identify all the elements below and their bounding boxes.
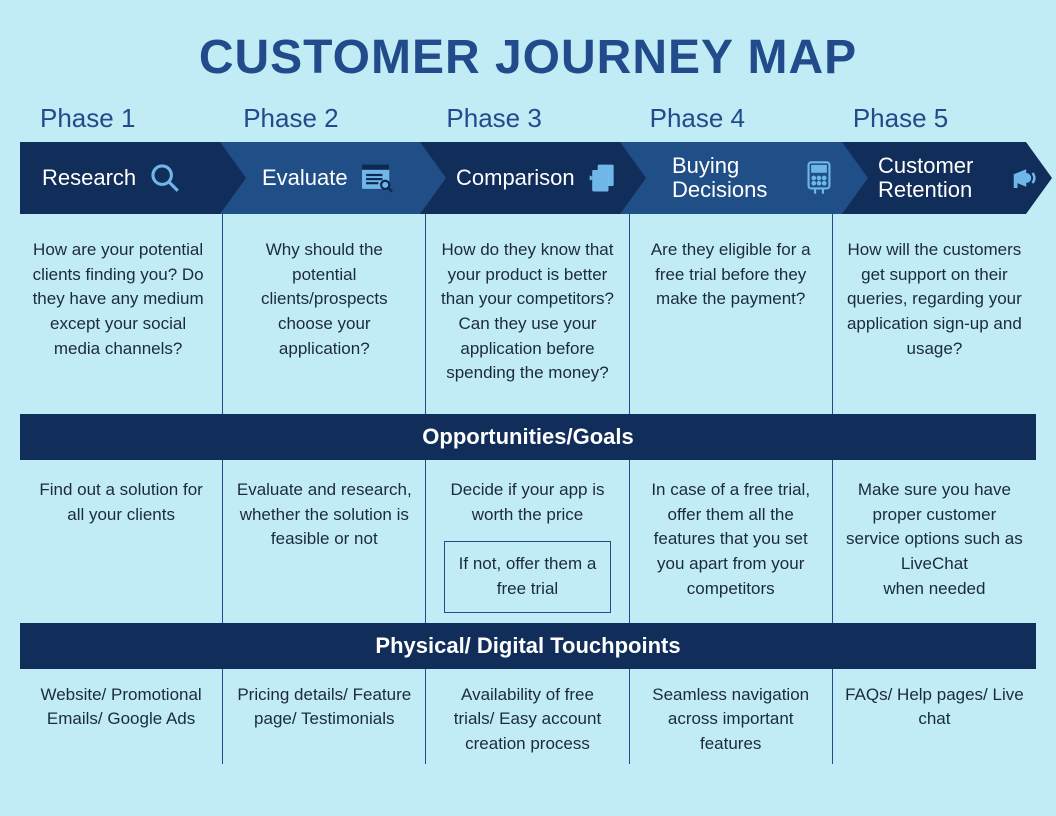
phase-label-5: Phase 5: [833, 99, 1036, 142]
goal-1: Find out a solution for all your clients: [20, 460, 223, 623]
phase-name-2: Evaluate: [262, 166, 348, 190]
phase-arrow-1: Research: [20, 142, 248, 214]
phase-arrow-2: Evaluate: [220, 142, 448, 214]
question-2: Why should the potential clients/prospec…: [223, 214, 426, 414]
phase-arrow-5: Customer Retention: [842, 142, 1052, 214]
goal-3: Decide if your app is worth the price If…: [426, 460, 629, 623]
touchpoint-2: Pricing details/ Feature page/ Testimoni…: [223, 669, 426, 765]
goals-row: Find out a solution for all your clients…: [20, 460, 1036, 623]
goal-2-text: Evaluate and research, whether the solut…: [235, 478, 413, 552]
touchpoint-4: Seamless navigation across important fea…: [630, 669, 833, 765]
pos-terminal-icon: [804, 161, 834, 195]
search-icon: [148, 161, 182, 195]
touchpoint-5: FAQs/ Help pages/ Live chat: [833, 669, 1036, 765]
touchpoints-band: Physical/ Digital Touchpoints: [20, 623, 1036, 669]
goal-2: Evaluate and research, whether the solut…: [223, 460, 426, 623]
phase-name-4: Buying Decisions: [672, 154, 792, 202]
goal-5-text: Make sure you have proper customer servi…: [845, 478, 1024, 601]
touchpoints-row: Website/ Promotional Emails/ Google Ads …: [20, 669, 1036, 765]
phase-label-2: Phase 2: [223, 99, 426, 142]
phase-label-4: Phase 4: [630, 99, 833, 142]
journey-map: CUSTOMER JOURNEY MAP Phase 1 Phase 2 Pha…: [0, 0, 1056, 764]
phase-name-3: Comparison: [456, 166, 575, 190]
goal-4-text: In case of a free trial, offer them all …: [642, 478, 820, 601]
megaphone-icon: [1010, 164, 1040, 192]
phase-label-1: Phase 1: [20, 99, 223, 142]
page-title: CUSTOMER JOURNEY MAP: [20, 30, 1036, 85]
goal-5: Make sure you have proper customer servi…: [833, 460, 1036, 623]
phase-name-5: Customer Retention: [878, 154, 998, 202]
phase-arrow-3: Comparison: [420, 142, 648, 214]
list-search-icon: [360, 163, 394, 193]
phase-arrow-4: Buying Decisions: [620, 142, 870, 214]
doc-copy-icon: [587, 162, 619, 194]
phase-arrow-row: Research Evaluate: [20, 142, 1036, 214]
goal-3-text: Decide if your app is worth the price: [438, 478, 616, 527]
goals-band: Opportunities/Goals: [20, 414, 1036, 460]
phase-name-1: Research: [42, 166, 136, 190]
question-4: Are they eligible for a free trial befor…: [630, 214, 833, 414]
touchpoint-3: Availability of free trials/ Easy accoun…: [426, 669, 629, 765]
goal-4: In case of a free trial, offer them all …: [630, 460, 833, 623]
goal-3-box: If not, offer them a free trial: [444, 541, 610, 612]
question-1: How are your potential clients finding y…: [20, 214, 223, 414]
phase-label-3: Phase 3: [426, 99, 629, 142]
question-3: How do they know that your product is be…: [426, 214, 629, 414]
question-5: How will the customers get support on th…: [833, 214, 1036, 414]
touchpoint-1: Website/ Promotional Emails/ Google Ads: [20, 669, 223, 765]
goal-1-text: Find out a solution for all your clients: [32, 478, 210, 527]
questions-row: How are your potential clients finding y…: [20, 214, 1036, 414]
phase-label-row: Phase 1 Phase 2 Phase 3 Phase 4 Phase 5: [20, 99, 1036, 142]
